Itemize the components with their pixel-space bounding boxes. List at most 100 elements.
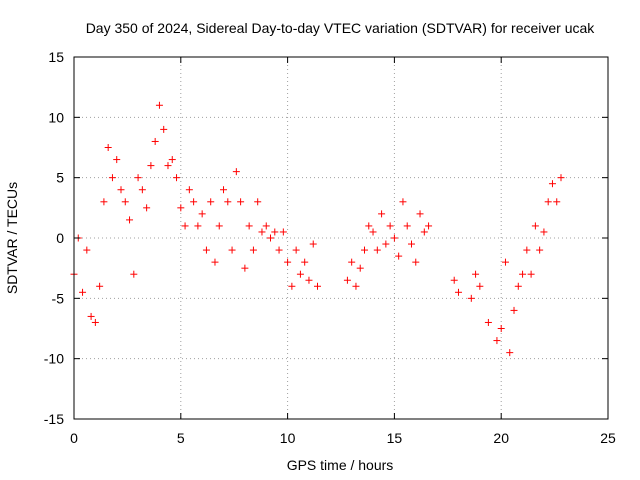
data-point <box>493 337 501 345</box>
data-point <box>284 258 292 266</box>
y-tick-label: 15 <box>48 49 64 65</box>
data-point <box>544 198 552 206</box>
data-point <box>356 264 364 272</box>
data-point <box>228 246 236 254</box>
data-point <box>220 186 228 194</box>
data-point <box>497 325 505 332</box>
data-point <box>476 282 484 290</box>
data-point <box>412 258 420 266</box>
data-point <box>224 198 232 206</box>
data-point <box>130 270 138 278</box>
data-point <box>168 156 176 164</box>
data-point <box>416 210 424 218</box>
data-point <box>147 162 155 170</box>
data-point <box>181 222 189 230</box>
data-point <box>134 174 142 182</box>
data-point <box>100 198 108 206</box>
data-point <box>155 101 163 109</box>
data-point <box>343 276 351 284</box>
data-point <box>501 258 509 266</box>
data-point <box>198 210 206 218</box>
y-tick-label: -10 <box>44 351 64 367</box>
data-point <box>395 252 403 260</box>
data-point <box>399 198 407 206</box>
data-point <box>548 180 556 188</box>
data-point <box>373 246 381 254</box>
x-tick-label: 15 <box>387 430 403 446</box>
data-point <box>420 228 428 236</box>
x-tick-label: 0 <box>70 430 78 446</box>
data-point <box>160 125 168 133</box>
data-point <box>241 264 249 272</box>
data-point <box>531 222 539 230</box>
data-point <box>403 222 411 230</box>
data-point <box>126 216 134 224</box>
data-point <box>138 186 146 194</box>
data-point <box>305 276 313 284</box>
data-point <box>87 312 95 320</box>
data-point <box>79 288 87 296</box>
data-point <box>96 282 104 290</box>
data-point <box>211 258 219 266</box>
data-point <box>117 186 125 194</box>
x-tick-label: 5 <box>177 430 185 446</box>
data-point <box>194 222 202 230</box>
data-point <box>540 228 548 236</box>
data-point <box>254 198 262 206</box>
data-point <box>108 174 116 182</box>
data-point <box>467 294 475 302</box>
y-tick-label: -5 <box>52 290 65 306</box>
y-tick-label: 5 <box>56 170 64 186</box>
chart-title: Day 350 of 2024, Sidereal Day-to-day VTE… <box>86 20 596 36</box>
data-point <box>536 246 544 254</box>
data-point <box>249 246 257 254</box>
data-point <box>523 246 531 254</box>
data-point <box>386 222 394 230</box>
data-point <box>352 282 360 290</box>
data-point <box>245 222 253 230</box>
data-point <box>215 222 223 230</box>
data-point <box>484 318 492 326</box>
data-point <box>348 258 356 266</box>
data-point <box>378 210 386 218</box>
data-point <box>279 228 287 236</box>
data-point <box>390 234 398 242</box>
data-point <box>258 228 266 236</box>
data-point <box>207 198 215 206</box>
data-point <box>121 198 129 206</box>
x-axis-label: GPS time / hours <box>287 457 394 473</box>
x-tick-label: 10 <box>280 430 296 446</box>
data-point <box>151 137 159 145</box>
data-point <box>262 222 270 230</box>
y-tick-label: -15 <box>44 411 64 427</box>
data-point <box>472 270 480 278</box>
axes: 0 5 10 15 20 25 -15 -10 -5 0 5 10 15 <box>44 49 616 446</box>
data-point <box>177 204 185 212</box>
data-point <box>369 228 377 236</box>
y-tick-label: 10 <box>48 109 64 125</box>
data-point <box>292 246 300 254</box>
x-tick-label: 25 <box>600 430 616 446</box>
data-point <box>425 222 433 230</box>
data-point <box>519 270 527 278</box>
data-point <box>527 270 535 278</box>
data-point <box>113 156 121 164</box>
data-point <box>296 270 304 278</box>
data-point <box>365 222 373 230</box>
data-point <box>173 174 181 182</box>
data-point <box>360 246 368 254</box>
data-point <box>454 288 462 296</box>
data-point <box>382 240 390 248</box>
data-point <box>407 240 415 248</box>
data-point <box>553 198 561 206</box>
data-point <box>275 246 283 254</box>
data-point <box>309 240 317 248</box>
data-point <box>450 276 458 284</box>
gridlines <box>74 57 608 419</box>
data-point <box>202 246 210 254</box>
data-point <box>314 282 322 290</box>
data-point <box>104 144 112 151</box>
data-point <box>288 282 296 290</box>
data-point <box>164 162 172 170</box>
